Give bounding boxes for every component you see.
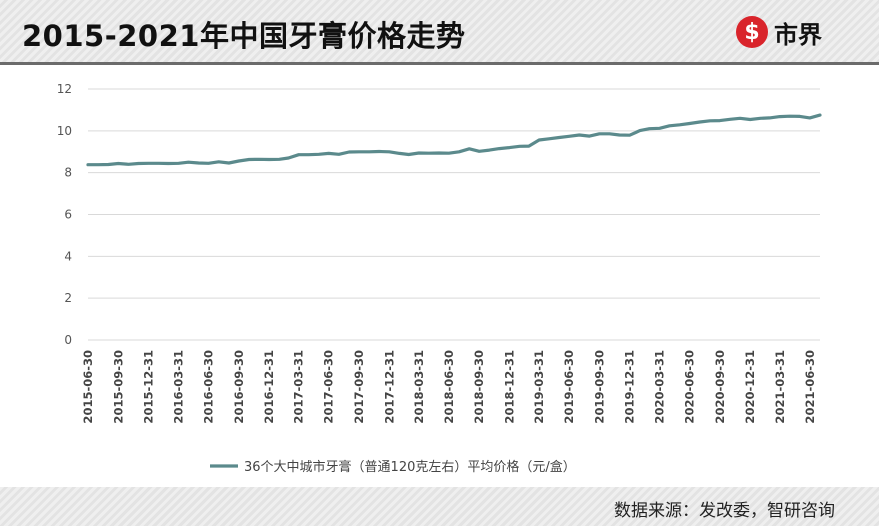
y-tick-label: 2	[64, 291, 72, 305]
x-tick-label: 2017-09-30	[352, 350, 366, 424]
x-tick-label: 2016-09-30	[232, 350, 246, 424]
x-tick-label: 2020-09-30	[713, 350, 727, 424]
x-tick-label: 2019-06-30	[562, 350, 576, 424]
x-tick-label: 2020-12-31	[743, 350, 757, 424]
y-tick-label: 6	[64, 208, 72, 222]
y-tick-label: 10	[57, 124, 72, 138]
x-tick-label: 2018-09-30	[472, 350, 486, 424]
x-tick-label: 2020-06-30	[683, 350, 697, 424]
x-tick-label: 2016-06-30	[202, 350, 216, 424]
x-tick-label: 2019-03-31	[532, 350, 546, 424]
x-tick-label: 2017-03-31	[292, 350, 306, 424]
brand-logo: $ 市界	[736, 15, 822, 49]
y-tick-label: 8	[64, 166, 72, 180]
x-tick-label: 2020-03-31	[653, 350, 667, 424]
x-tick-label: 2018-03-31	[412, 350, 426, 424]
series-group	[86, 113, 822, 167]
x-tick-label: 2017-06-30	[322, 350, 336, 424]
y-tick-label: 4	[64, 249, 72, 263]
header-divider	[0, 62, 879, 65]
x-tick-label: 2015-09-30	[111, 350, 125, 424]
logo-dollar-icon: $	[736, 16, 768, 48]
x-tick-label: 2019-09-30	[592, 350, 606, 424]
x-tick-label: 2019-12-31	[623, 350, 637, 424]
x-tick-label: 2018-12-31	[502, 350, 516, 424]
legend: 36个大中城市牙膏（普通120克左右）平均价格（元/盒）	[210, 459, 576, 475]
x-tick-label: 2015-06-30	[81, 350, 95, 424]
footer-bar: 数据来源：发改委，智研咨询	[0, 487, 879, 526]
x-tick-label: 2016-03-31	[172, 350, 186, 424]
legend-label: 36个大中城市牙膏（普通120克左右）平均价格（元/盒）	[244, 459, 576, 475]
price-trend-line-chart: 0 2 4 6 8 10 12 2015-06-30 2015-09-30 2015-12-31…	[57, 82, 822, 475]
x-tick-label: 2018-06-30	[442, 350, 456, 424]
gridlines	[88, 88, 820, 341]
x-tick-label: 2021-06-30	[803, 350, 817, 424]
data-source: 数据来源：发改委，智研咨询	[614, 501, 835, 521]
page-title: 2015-2021年中国牙膏价格走势	[22, 19, 466, 53]
logo-text: 市界	[774, 20, 822, 49]
x-axis-tick-labels: 2015-06-30 2015-09-30 2015-12-31 2016-03-31…	[81, 350, 817, 424]
x-tick-label: 2015-12-31	[142, 350, 156, 424]
x-tick-label: 2021-03-31	[773, 350, 787, 424]
x-tick-label: 2016-12-31	[262, 350, 276, 424]
y-tick-label: 12	[57, 82, 72, 96]
series-line-0	[86, 113, 822, 167]
x-tick-label: 2017-12-31	[382, 350, 396, 424]
y-tick-label: 0	[64, 333, 72, 347]
title-bar: 2015-2021年中国牙膏价格走势 $ 市界	[0, 0, 879, 62]
y-axis-tick-labels: 0 2 4 6 8 10 12	[57, 82, 72, 347]
